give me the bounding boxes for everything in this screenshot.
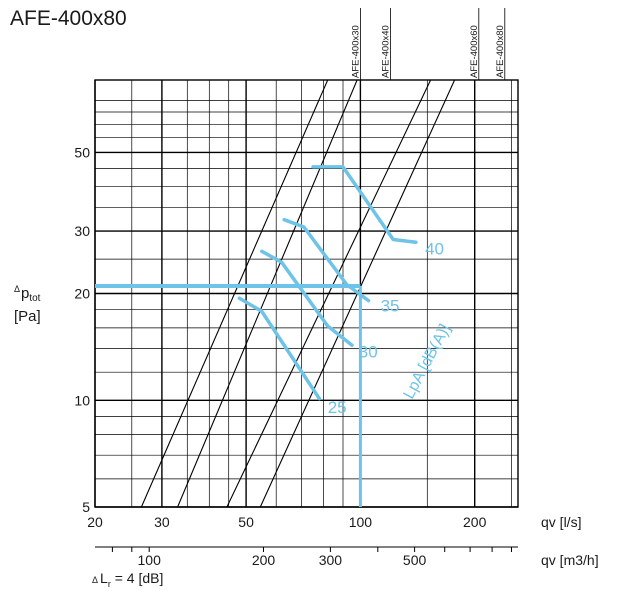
x-tick-label: 50 (238, 514, 254, 530)
footnote-main: L (100, 570, 108, 586)
y-tick-label: 50 (74, 144, 90, 160)
x2-tick-label: 100 (138, 552, 162, 568)
footnote-sub: r (108, 579, 111, 589)
y-axis-symbol: Δ (14, 284, 20, 294)
noise-curve-label: 40 (425, 239, 444, 258)
x-tick-label: 200 (463, 514, 487, 530)
footnote: Δ Lr = 4 [dB] (92, 570, 163, 589)
footnote-symbol: Δ (92, 575, 98, 585)
x2-axis-label: qv [m3/h] (541, 552, 599, 568)
y-axis-unit: [Pa] (14, 308, 41, 325)
x-tick-label: 30 (154, 514, 170, 530)
x-tick-label: 20 (87, 514, 103, 530)
x-tick-label: 100 (349, 514, 373, 530)
noise-curves (95, 165, 418, 507)
diagonal-line (140, 80, 329, 507)
noise-curve-25 (237, 296, 322, 401)
y-tick-label: 30 (74, 223, 90, 239)
grid (94, 79, 519, 508)
y-tick-label: 10 (74, 392, 90, 408)
x2-tick-label: 200 (252, 552, 276, 568)
noise-curve-label: 35 (381, 296, 400, 315)
y-axis-label: ptot (21, 285, 41, 304)
x2-tick-label: 300 (319, 552, 343, 568)
diagonal-line (177, 80, 358, 507)
model-label: AFE-400x30 (350, 25, 361, 78)
noise-curve-40 (311, 165, 418, 244)
x2-tick-label: 500 (403, 552, 427, 568)
model-label: AFE-400x40 (381, 25, 392, 78)
y-tick-label: 5 (82, 499, 90, 515)
footnote-rest: = 4 [dB] (111, 570, 164, 586)
model-label: AFE-400x60 (469, 25, 480, 78)
y-axis-label-main: p (21, 285, 29, 302)
noise-curve-label: 30 (359, 343, 378, 362)
noise-curve-label: 25 (328, 398, 347, 417)
noise-curve-35 (282, 217, 371, 303)
noise-curve-30 (260, 249, 354, 347)
x-axis-label: qv [l/s] (541, 514, 581, 530)
plot-frame (94, 79, 519, 508)
model-label: AFE-400x80 (495, 25, 506, 78)
chart-title: AFE-400x80 (10, 7, 127, 30)
y-axis-label-sub: tot (29, 293, 40, 304)
y-tick-label: 20 (74, 286, 90, 302)
diagonal-line (226, 80, 432, 507)
